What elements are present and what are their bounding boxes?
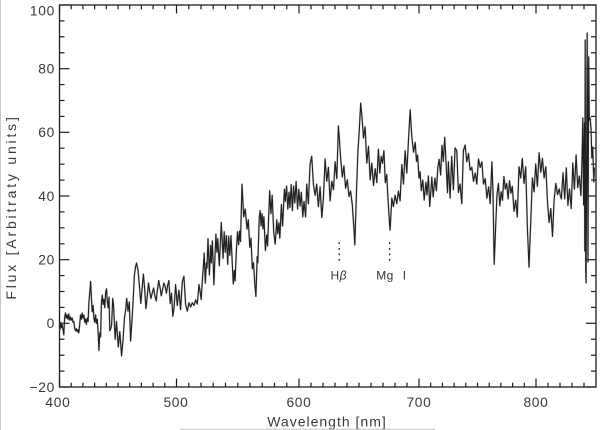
svg-text:100: 100 bbox=[30, 3, 55, 18]
svg-text:40: 40 bbox=[38, 189, 55, 204]
svg-text:20: 20 bbox=[38, 253, 55, 268]
svg-text:400: 400 bbox=[45, 395, 70, 410]
svg-text:Wavelength [nm]: Wavelength [nm] bbox=[267, 414, 387, 430]
svg-text:Mg: Mg bbox=[376, 269, 393, 283]
svg-text:80: 80 bbox=[38, 62, 55, 77]
svg-text:Hβ: Hβ bbox=[331, 268, 347, 282]
svg-text:Flux [Arbitraty units]: Flux [Arbitraty units] bbox=[3, 114, 19, 299]
svg-text:−20: −20 bbox=[29, 380, 55, 395]
svg-text:0: 0 bbox=[47, 316, 55, 331]
svg-text:600: 600 bbox=[286, 395, 311, 410]
svg-text:60: 60 bbox=[38, 125, 55, 140]
svg-text:500: 500 bbox=[163, 395, 188, 410]
svg-text:800: 800 bbox=[523, 395, 548, 410]
svg-text:700: 700 bbox=[406, 395, 431, 410]
svg-text:I: I bbox=[403, 269, 407, 283]
